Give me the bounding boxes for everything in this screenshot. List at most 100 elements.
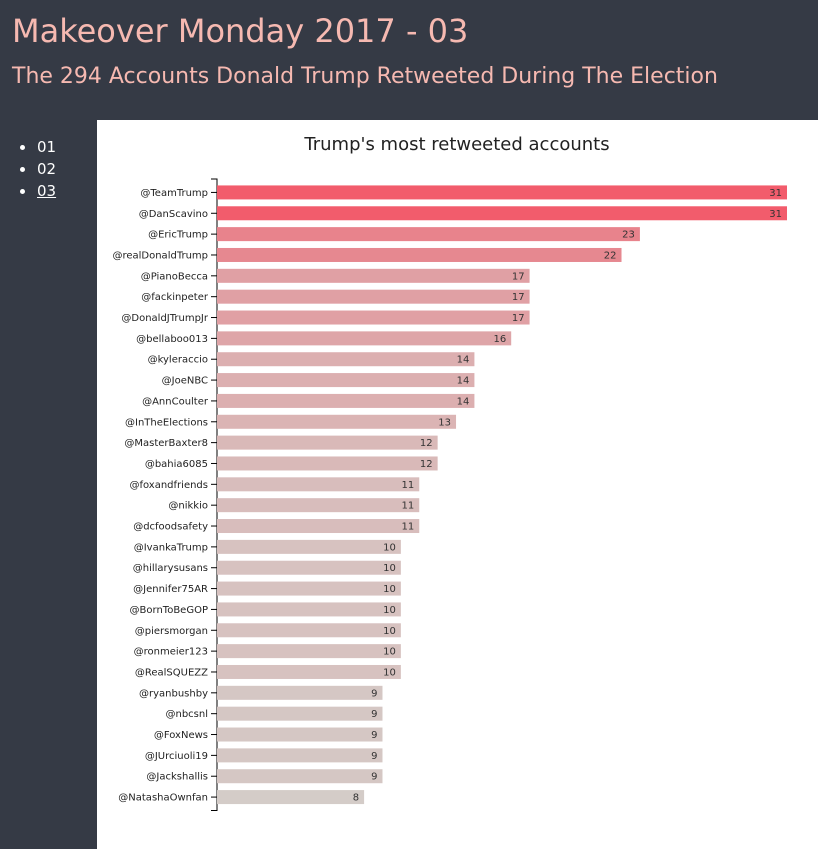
nav-link-01[interactable]: 01 [37,138,57,156]
y-tick-label: @IvankaTrump [134,542,208,553]
y-tick-label: @hillarysusans [133,563,208,574]
bar [217,247,622,262]
bar-value-label: 11 [402,480,415,491]
bar [217,623,401,638]
bar-value-label: 10 [383,647,396,658]
y-tick-label: @BornToBeGOP [130,605,208,616]
bar-value-label: 10 [383,626,396,637]
bar-value-label: 10 [383,605,396,616]
y-tick-label: @bahia6085 [145,459,208,470]
bar-value-label: 11 [402,501,415,512]
y-tick-label: @Jennifer75AR [133,584,208,595]
y-tick-label: @dcfoodsafety [133,522,208,533]
bar [217,498,420,513]
bar [217,602,401,617]
bar [217,456,438,471]
page-title: Makeover Monday 2017 - 03 [12,12,469,50]
nav-item-03: 03 [20,180,56,202]
bar [217,268,530,283]
bar [217,644,401,659]
bar [217,769,383,784]
y-tick-label: @FoxNews [154,730,208,741]
y-tick-label: @piersmorgan [135,626,208,637]
bar [217,560,401,575]
bar [217,706,383,721]
bar-value-label: 9 [371,709,377,720]
y-tick-label: @EricTrump [148,230,208,241]
bar [217,289,530,304]
nav-item-02: 02 [20,158,56,180]
bar-value-label: 13 [438,417,451,428]
bar [217,331,512,346]
bar [217,414,457,429]
y-tick-label: @RealSQUEZZ [135,667,208,678]
y-tick-label: @DanScavino [139,209,208,220]
bar-value-label: 12 [420,438,433,449]
bar-value-label: 31 [769,209,782,220]
bar-value-label: 10 [383,563,396,574]
bar-value-label: 12 [420,459,433,470]
bar-value-label: 16 [493,334,506,345]
bar-value-label: 9 [371,688,377,699]
bar [217,373,475,388]
bar [217,185,787,200]
chart-title: Trump's most retweeted accounts [303,134,609,155]
bar [217,435,438,450]
y-tick-label: @kyleraccio [148,355,208,366]
y-tick-label: @bellaboo013 [136,334,208,345]
nav-item-01: 01 [20,136,56,158]
y-tick-label: @nikkio [168,501,208,512]
bar [217,685,383,700]
chart-panel: Trump's most retweeted accounts @TeamTru… [97,120,818,849]
bar [217,352,475,367]
y-tick-label: @ryanbushby [139,688,208,699]
bar-value-label: 22 [604,250,617,261]
bar [217,393,475,408]
bar [217,310,530,325]
bar-value-label: 8 [353,793,359,804]
nav-link-02[interactable]: 02 [37,160,57,178]
y-tick-label: @realDonaldTrump [112,250,208,261]
y-tick-label: @Jackshallis [146,772,208,783]
bar [217,748,383,763]
bar-value-label: 9 [371,730,377,741]
y-tick-label: @foxandfriends [129,480,208,491]
page-subtitle: The 294 Accounts Donald Trump Retweeted … [12,64,718,89]
bar [217,206,787,221]
y-tick-label: @AnnCoulter [142,396,209,407]
bar [217,581,401,596]
y-tick-label: @InTheElections [125,417,208,428]
y-tick-label: @nbcsnl [165,709,208,720]
bar-value-label: 9 [371,751,377,762]
y-tick-label: @PianoBecca [141,271,208,282]
bar-value-label: 14 [457,396,470,407]
bar-value-label: 10 [383,667,396,678]
y-tick-label: @DonaldJTrumpJr [121,313,208,324]
y-tick-label: @ronmeier123 [134,647,208,658]
bar-value-label: 10 [383,542,396,553]
bar-value-label: 23 [622,230,635,241]
y-tick-label: @MasterBaxter8 [124,438,208,449]
bar-value-label: 9 [371,772,377,783]
nav-link-03[interactable]: 03 [37,182,57,200]
y-tick-label: @JoeNBC [162,376,208,387]
bar-value-label: 17 [512,313,525,324]
bar-value-label: 14 [457,376,470,387]
bar-value-label: 10 [383,584,396,595]
y-axis-line [211,178,218,811]
bar [217,539,401,554]
bar-value-label: 17 [512,271,525,282]
sidebar-nav: 01 02 03 [20,136,56,202]
bar-value-label: 11 [402,522,415,533]
y-tick-label: @NatashaOwnfan [118,793,208,804]
y-tick-label: @TeamTrump [140,188,208,199]
bar [217,477,420,492]
bar-value-label: 31 [769,188,782,199]
bar [217,664,401,679]
page-header: Makeover Monday 2017 - 03 The 294 Accoun… [0,0,818,120]
bar [217,227,640,242]
bar [217,519,420,534]
bars-layer: @TeamTrump 31 @DanScavino 31 @EricTrump 23 @re… [112,178,787,811]
sidebar: 01 02 03 [0,120,97,849]
y-tick-label: @JUrciuoli19 [145,751,208,762]
